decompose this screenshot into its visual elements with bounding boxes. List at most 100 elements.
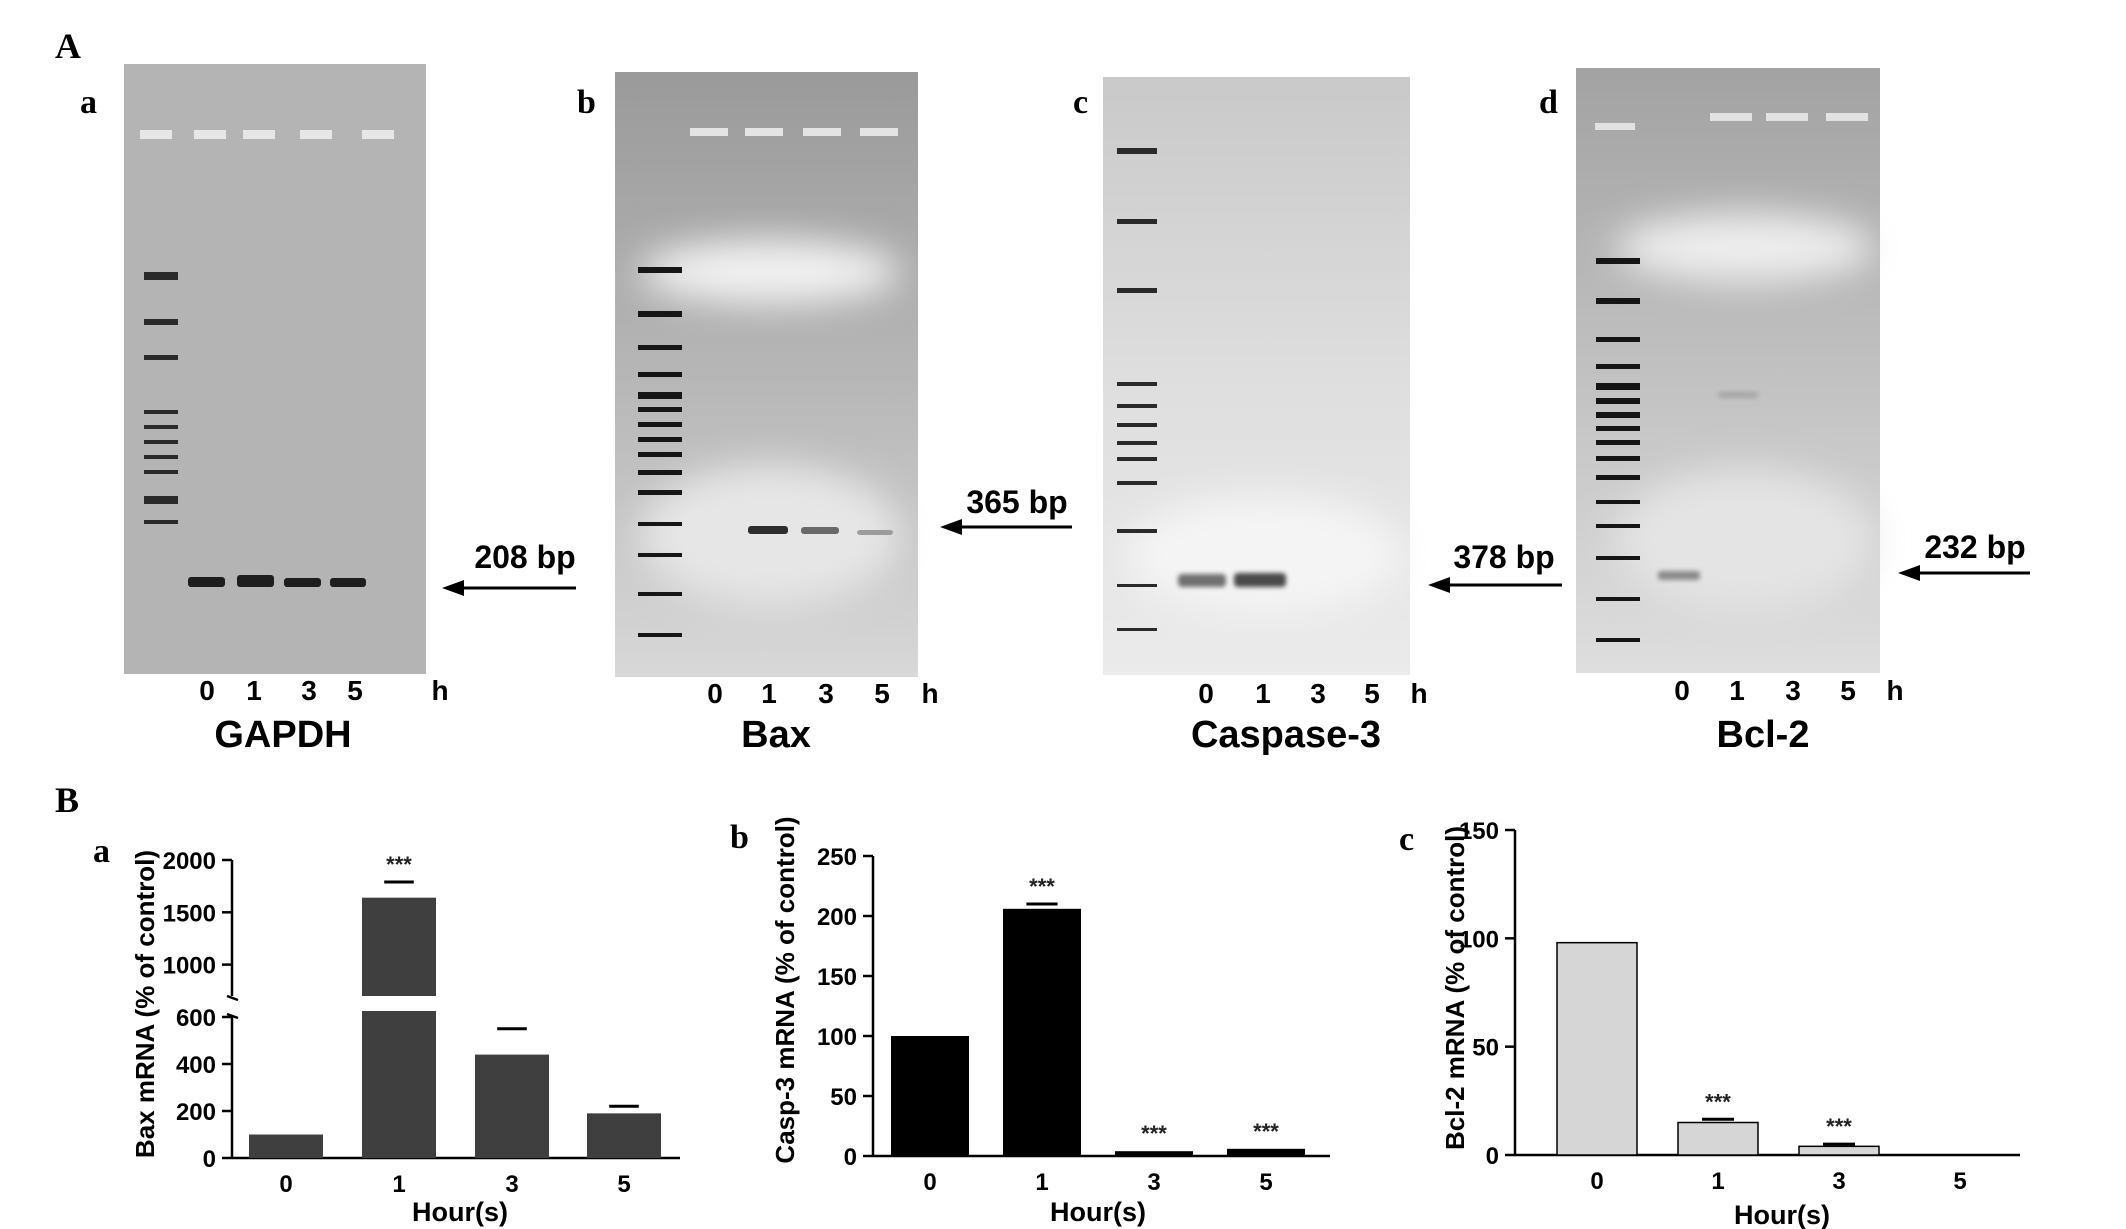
axes-bax xyxy=(226,860,680,1160)
x-category-label: 0 xyxy=(1590,1168,1603,1195)
x-category-label: 1 xyxy=(1711,1168,1724,1195)
significance-marker: *** xyxy=(1253,1119,1279,1144)
bar xyxy=(362,1011,436,1158)
svg-text:1: 1 xyxy=(1729,675,1745,706)
gene-label-gapdh: GAPDH xyxy=(214,714,351,756)
svg-text:5: 5 xyxy=(1840,675,1856,706)
y-tick-label: 0 xyxy=(203,1146,216,1173)
svg-text:0: 0 xyxy=(199,675,215,706)
svg-text:h: h xyxy=(1886,675,1903,706)
y-tick-label: 200 xyxy=(817,904,857,931)
marker-label-d: 232 bp xyxy=(1924,529,2025,565)
svg-text:0: 0 xyxy=(1198,678,1214,709)
significance-marker: *** xyxy=(1826,1114,1852,1139)
y-tick-label: 2000 xyxy=(163,848,216,875)
y-axis-label-bax: Bax mRNA (% of control) xyxy=(130,850,160,1158)
x-categories-casp3: 0 1 3 5 xyxy=(923,1169,1272,1196)
svg-text:5: 5 xyxy=(1364,678,1380,709)
y-tick-label: 250 xyxy=(817,844,857,871)
x-category-label: 3 xyxy=(505,1171,518,1198)
marker-arrow-d xyxy=(1898,565,2030,581)
lane-labels-a: 0 1 3 5 h xyxy=(199,675,448,706)
marker-label-a: 208 bp xyxy=(474,539,575,575)
y-tick-label: 200 xyxy=(176,1099,216,1126)
svg-text:0: 0 xyxy=(1674,675,1690,706)
bar xyxy=(1677,1121,1759,1156)
y-tick-label: 1500 xyxy=(163,900,216,927)
gel-bands-b xyxy=(748,526,893,535)
y-axis-label-bcl2: Bcl-2 mRNA (% of control) xyxy=(1440,826,1470,1150)
gel-panel-b: b 0 1 3 5 h Bax 365 bp xyxy=(577,72,1072,756)
bar xyxy=(1556,941,1638,1156)
significance-marker: *** xyxy=(1705,1089,1731,1114)
gel-panel-letter-a: a xyxy=(80,84,97,121)
x-category-label: 3 xyxy=(1832,1168,1845,1195)
gene-label-bcl-2: Bcl-2 xyxy=(1717,714,1810,756)
bar xyxy=(1227,1148,1305,1156)
y-tick-label: 0 xyxy=(844,1144,857,1171)
y-tick-label: 150 xyxy=(817,964,857,991)
svg-text:3: 3 xyxy=(1310,678,1326,709)
y-tick-label: 100 xyxy=(817,1024,857,1051)
y-tick-label: 1000 xyxy=(163,953,216,980)
svg-text:h: h xyxy=(1410,678,1427,709)
bar xyxy=(475,1054,549,1158)
gel-wells-a xyxy=(140,130,394,139)
lane-labels-d: 0 1 3 5 h xyxy=(1674,675,1903,706)
y-tick-label: 150 xyxy=(1459,818,1499,845)
gel-panel-letter-c: c xyxy=(1073,84,1088,121)
x-category-label: 5 xyxy=(1259,1169,1272,1196)
chart-casp3: 0 50 100 150 200 250 *** *** *** 0 1 3 5 Hour(s) C… xyxy=(770,816,1330,1227)
x-axis-label-casp3: Hour(s) xyxy=(1050,1197,1146,1227)
svg-text:0: 0 xyxy=(707,678,723,709)
svg-text:1: 1 xyxy=(761,678,777,709)
svg-text:h: h xyxy=(431,675,448,706)
gel-panel-d: d 0 1 3 5 h Bcl-2 232 bp xyxy=(1539,68,2030,756)
chart-panel-letter-c: c xyxy=(1399,821,1414,858)
gel-panel-c: c 0 1 3 5 h Caspase-3 378 bp xyxy=(1073,77,1562,756)
marker-label-c: 378 bp xyxy=(1453,539,1554,575)
chart-bcl2: 0 50 100 150 *** *** 0 1 3 5 Hour(s) Bcl-2 mRNA… xyxy=(1440,818,2020,1229)
significance-marker: *** xyxy=(386,852,412,877)
section-a-label: A xyxy=(55,26,81,66)
svg-text:h: h xyxy=(921,678,938,709)
significance-marker: *** xyxy=(1141,1121,1167,1146)
bar xyxy=(587,1113,661,1158)
y-ticks-bcl2: 0 50 100 150 xyxy=(1459,818,1515,1170)
marker-arrow-a xyxy=(442,580,576,596)
svg-text:5: 5 xyxy=(347,675,363,706)
gel-bands-d xyxy=(1658,392,1758,580)
gel-bands-a xyxy=(188,575,366,587)
y-tick-label: 400 xyxy=(176,1052,216,1079)
marker-label-b: 365 bp xyxy=(966,484,1067,520)
y-ticks-casp3: 0 50 100 150 200 250 xyxy=(817,844,873,1171)
gel-panel-a: a 0 1 3 5 h GAPDH 208 bp xyxy=(80,64,576,756)
svg-text:3: 3 xyxy=(301,675,317,706)
chart-panel-letter-a: a xyxy=(93,833,110,870)
gene-label-bax: Bax xyxy=(741,714,811,756)
x-category-label: 0 xyxy=(279,1171,292,1198)
marker-arrow-b xyxy=(940,519,1072,535)
x-category-label: 1 xyxy=(392,1171,405,1198)
lane-labels-c: 0 1 3 5 h xyxy=(1198,678,1427,709)
svg-text:1: 1 xyxy=(1255,678,1271,709)
ladder-b xyxy=(638,267,682,637)
y-tick-label: 100 xyxy=(1459,926,1499,953)
significance-marker: *** xyxy=(1029,874,1055,899)
gel-image-a xyxy=(124,64,426,674)
section-b-label: B xyxy=(55,780,79,820)
gene-label-caspase-3: Caspase-3 xyxy=(1191,714,1381,756)
marker-arrow-c xyxy=(1428,577,1562,593)
bar xyxy=(1798,1145,1880,1156)
x-category-label: 5 xyxy=(1953,1168,1966,1195)
ladder-a xyxy=(144,272,178,524)
bars-casp3: *** *** *** xyxy=(891,874,1305,1156)
svg-text:3: 3 xyxy=(1785,675,1801,706)
x-category-label: 3 xyxy=(1147,1169,1160,1196)
svg-text:1: 1 xyxy=(246,675,262,706)
x-category-label: 0 xyxy=(923,1169,936,1196)
gel-bands-c xyxy=(1178,573,1286,587)
ladder-c xyxy=(1117,148,1157,631)
x-categories-bax: 0 1 3 5 xyxy=(279,1171,630,1198)
